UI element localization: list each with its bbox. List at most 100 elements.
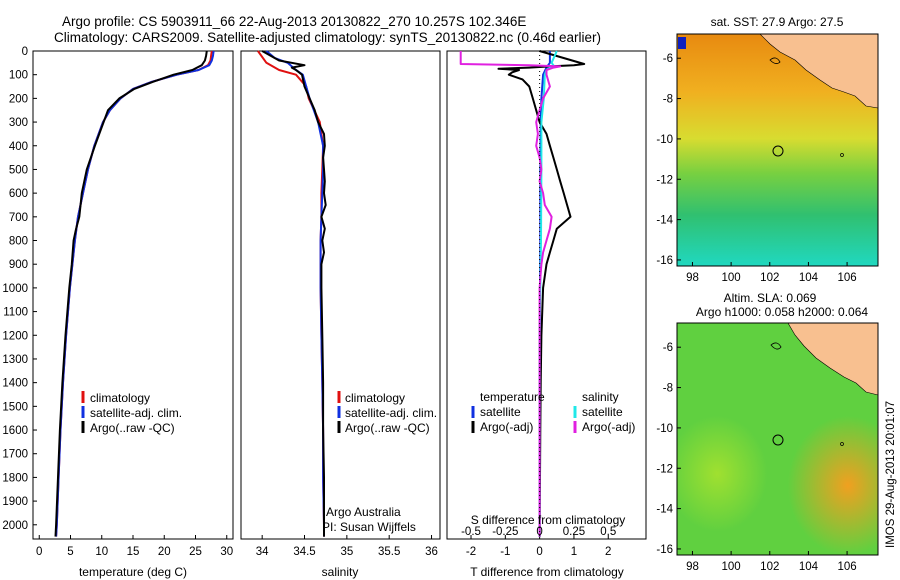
- sla-lat-tick-label: -14: [656, 504, 673, 516]
- depth-tick-label: 300: [9, 117, 28, 129]
- depth-tick-label: 200: [9, 93, 28, 105]
- sst-lon-tick-label: 98: [686, 272, 699, 284]
- temperature-panel-frame: [32, 50, 234, 540]
- temperature-legend: climatology satellite-adj. clim. Argo(..…: [81, 391, 182, 435]
- salinity-plot: 34 34.5 35 35.5 36: [256, 50, 438, 558]
- depth-tick-label: 0: [22, 46, 28, 58]
- sst-lat-tick-label: -10: [656, 134, 673, 146]
- legend-label-t-argo: Argo(-adj): [480, 420, 533, 434]
- sla-lat-tick-label: -8: [663, 383, 673, 395]
- legend-title-temperature: temperature: [480, 390, 545, 404]
- depth-tick-label: 600: [9, 188, 28, 200]
- sst-lat-tick-label: -8: [663, 94, 673, 106]
- difference-series-line: [497, 50, 586, 537]
- depth-tick-label: 1500: [2, 401, 28, 413]
- temperature-series-line: [55, 50, 213, 537]
- depth-tick-label: 1700: [2, 449, 28, 461]
- salinity-xtick-label: 36: [425, 546, 438, 558]
- legend-label-argo: Argo(..raw -QC): [345, 421, 430, 435]
- t-difference-axis-label: T difference from climatology: [470, 565, 624, 579]
- s-difference-tick-label: -0.25: [492, 526, 518, 538]
- sla-float-marker: [772, 434, 784, 446]
- depth-tick-label: 1900: [2, 496, 28, 508]
- depth-tick-label: 2000: [2, 520, 28, 532]
- s-difference-tick-label: -0.5: [461, 526, 481, 538]
- s-difference-tick-label: 0.5: [600, 526, 616, 538]
- depth-tick-label: 1000: [2, 283, 28, 295]
- legend-label-t-satellite: satellite: [480, 405, 521, 419]
- sst-lon-tick-label: 100: [722, 272, 741, 284]
- figure-title-line2: Climatology: CARS2009. Satellite-adjuste…: [54, 30, 601, 45]
- sst-island: [840, 153, 844, 157]
- depth-tick-label: 700: [9, 212, 28, 224]
- depth-tick-label: 1600: [2, 425, 28, 437]
- salinity-axis-label: salinity: [322, 565, 359, 579]
- legend-label-s-satellite: satellite: [582, 405, 623, 419]
- legend-label-climatology: climatology: [345, 391, 405, 405]
- sla-lat-tick-label: -10: [656, 423, 673, 435]
- salinity-xtick-label: 34: [256, 546, 269, 558]
- temperature-xtick-label: 20: [158, 546, 171, 558]
- difference-series-line: [459, 51, 562, 537]
- difference-xtick-label: 0: [536, 546, 542, 558]
- sst-lon-tick-label: 106: [837, 272, 856, 284]
- depth-tick-label: 1300: [2, 354, 28, 366]
- sst-map: [676, 33, 879, 267]
- sst-map-frame: [676, 33, 879, 267]
- salinity-annotation-line2: PI: Susan Wijffels: [322, 520, 416, 534]
- sst-lon-tick-label: 102: [760, 272, 779, 284]
- difference-legend: temperature salinity satellite Argo(-adj…: [471, 390, 635, 434]
- depth-tick-label: 1200: [2, 330, 28, 342]
- difference-xtick-label: -1: [500, 546, 510, 558]
- temperature-xtick-label: 30: [220, 546, 233, 558]
- depth-tick-label: 900: [9, 259, 28, 271]
- salinity-series-line: [265, 50, 325, 537]
- sla-lon-tick-label: 104: [799, 561, 819, 573]
- sst-colorbar-corner: [678, 37, 686, 49]
- sla-lon-tick-label: 102: [760, 561, 779, 573]
- sst-float-marker: [772, 145, 784, 157]
- sla-lon-tick-label: 100: [722, 561, 741, 573]
- depth-tick-label: 100: [9, 70, 28, 82]
- sla-map-frame: [676, 322, 879, 556]
- depth-tick-label: 800: [9, 236, 28, 248]
- difference-panel-frame: [446, 50, 647, 540]
- difference-xtick-label: -2: [466, 546, 476, 558]
- sla-map-subtitle: Argo h1000: 0.058 h2000: 0.064: [696, 305, 868, 319]
- salinity-xtick-label: 35.5: [378, 546, 400, 558]
- legend-title-salinity: salinity: [582, 390, 619, 404]
- legend-label-satellite: satellite-adj. clim.: [345, 406, 437, 420]
- difference-xtick-label: 1: [571, 546, 577, 558]
- temperature-xtick-label: 25: [189, 546, 202, 558]
- sla-lat-tick-label: -16: [656, 544, 673, 556]
- sst-lat-tick-label: -6: [663, 53, 673, 65]
- sla-map-title: Altim. SLA: 0.069: [724, 291, 817, 305]
- legend-label-argo: Argo(..raw -QC): [90, 421, 175, 435]
- sst-lat-tick-label: -16: [656, 255, 673, 267]
- s-difference-axis-label: S difference from climatology: [471, 513, 626, 527]
- depth-tick-label: 1800: [2, 472, 28, 484]
- sla-island: [840, 442, 844, 446]
- sst-lat-tick-label: -12: [656, 174, 673, 186]
- sla-lon-tick-label: 98: [686, 561, 699, 573]
- sla-lat-tick-label: -6: [663, 342, 673, 354]
- depth-tick-label: 1400: [2, 378, 28, 390]
- s-difference-tick-label: 0.25: [563, 526, 585, 538]
- difference-plot: -2 -1 0 1 2 -0.5 -0.25 0 0.25 0.5: [459, 50, 616, 558]
- salinity-panel-frame: [240, 50, 441, 540]
- salinity-series-line: [261, 50, 327, 537]
- temperature-axis-label: temperature (deg C): [79, 565, 187, 579]
- temperature-xtick-label: 0: [36, 546, 42, 558]
- temperature-xtick-label: 15: [127, 546, 140, 558]
- sst-map-title: sat. SST: 27.9 Argo: 27.5: [711, 15, 844, 29]
- s-difference-tick-label: 0: [536, 526, 542, 538]
- salinity-series-line: [257, 50, 325, 537]
- sst-map-ticks: 98 100 102 104 106 -6 -8 -10 -12 -14 -16: [656, 53, 856, 284]
- temperature-plot: 0 5 10 15 20 25 30: [36, 50, 233, 558]
- depth-axis-ticks: 0 100 200 300 400 500 600 700 800 900 1000 1100 1200…: [2, 46, 37, 532]
- difference-xtick-label: 2: [605, 546, 611, 558]
- salinity-xtick-label: 34.5: [293, 546, 315, 558]
- legend-label-climatology: climatology: [90, 391, 150, 405]
- legend-label-s-argo: Argo(-adj): [582, 420, 635, 434]
- sla-contour: [770, 342, 782, 350]
